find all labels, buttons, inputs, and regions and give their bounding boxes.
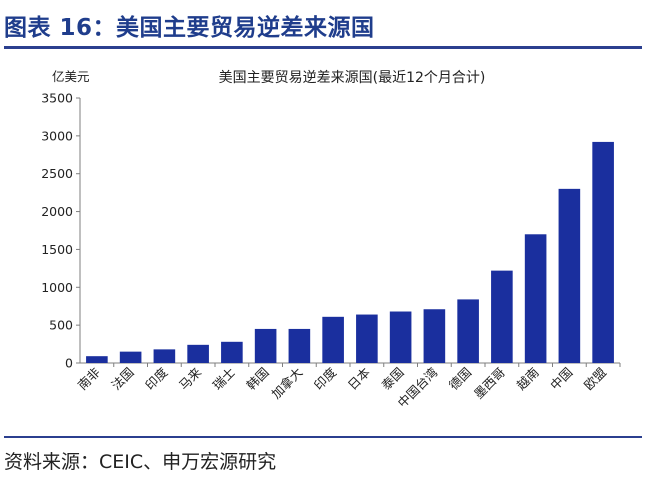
- bar: [592, 141, 614, 363]
- unit-label: 亿美元: [52, 69, 90, 84]
- bar: [457, 299, 479, 363]
- bar: [491, 270, 513, 363]
- y-tick-label: 3000: [41, 128, 73, 143]
- x-tick-label: 泰国: [378, 365, 406, 393]
- y-tick-label: 2500: [41, 166, 73, 181]
- x-tick-label: 法国: [108, 365, 136, 393]
- source-note: 资料来源：CEIC、申万宏源研究: [4, 451, 277, 473]
- y-tick-label: 0: [65, 356, 73, 371]
- bar: [221, 341, 243, 363]
- x-tick-label: 欧盟: [581, 365, 609, 393]
- y-tick-label: 2000: [41, 204, 73, 219]
- bar: [423, 309, 446, 363]
- y-tick-label: 500: [49, 318, 73, 333]
- bar: [86, 356, 108, 363]
- x-tick-label: 中国: [547, 365, 575, 393]
- x-tick-label: 韩国: [243, 365, 271, 393]
- bar: [153, 349, 176, 363]
- source-rule: [4, 436, 642, 438]
- y-tick-label: 3500: [41, 91, 73, 106]
- x-tick-label: 日本: [345, 364, 374, 393]
- x-tick-label: 印度: [311, 364, 340, 393]
- y-tick-label: 1000: [41, 280, 73, 295]
- bars: [86, 141, 614, 363]
- bar: [558, 188, 581, 363]
- x-tick-label: 德国: [446, 365, 474, 393]
- title-underline: [4, 46, 642, 49]
- bar: [187, 344, 209, 363]
- bar: [254, 328, 277, 363]
- x-tick-label: 印度: [142, 364, 171, 393]
- bar: [119, 351, 142, 363]
- y-tick-label: 1500: [41, 242, 73, 257]
- bar: [524, 234, 547, 363]
- bar: [389, 311, 412, 363]
- x-tick-label: 瑞士: [210, 365, 238, 393]
- x-tick-label: 墨西哥: [471, 365, 508, 402]
- x-tick-label: 马来: [176, 364, 205, 393]
- bar: [322, 316, 344, 363]
- chart-title: 美国主要贸易逆差来源国(最近12个月合计): [219, 70, 486, 86]
- x-tick-label: 加拿大: [268, 365, 305, 402]
- x-tick-label: 越南: [513, 365, 541, 393]
- figure-title: 图表 16：美国主要贸易逆差来源国: [4, 15, 375, 41]
- bar: [356, 314, 378, 363]
- x-tick-label: 南非: [75, 365, 103, 393]
- bar: [288, 328, 311, 363]
